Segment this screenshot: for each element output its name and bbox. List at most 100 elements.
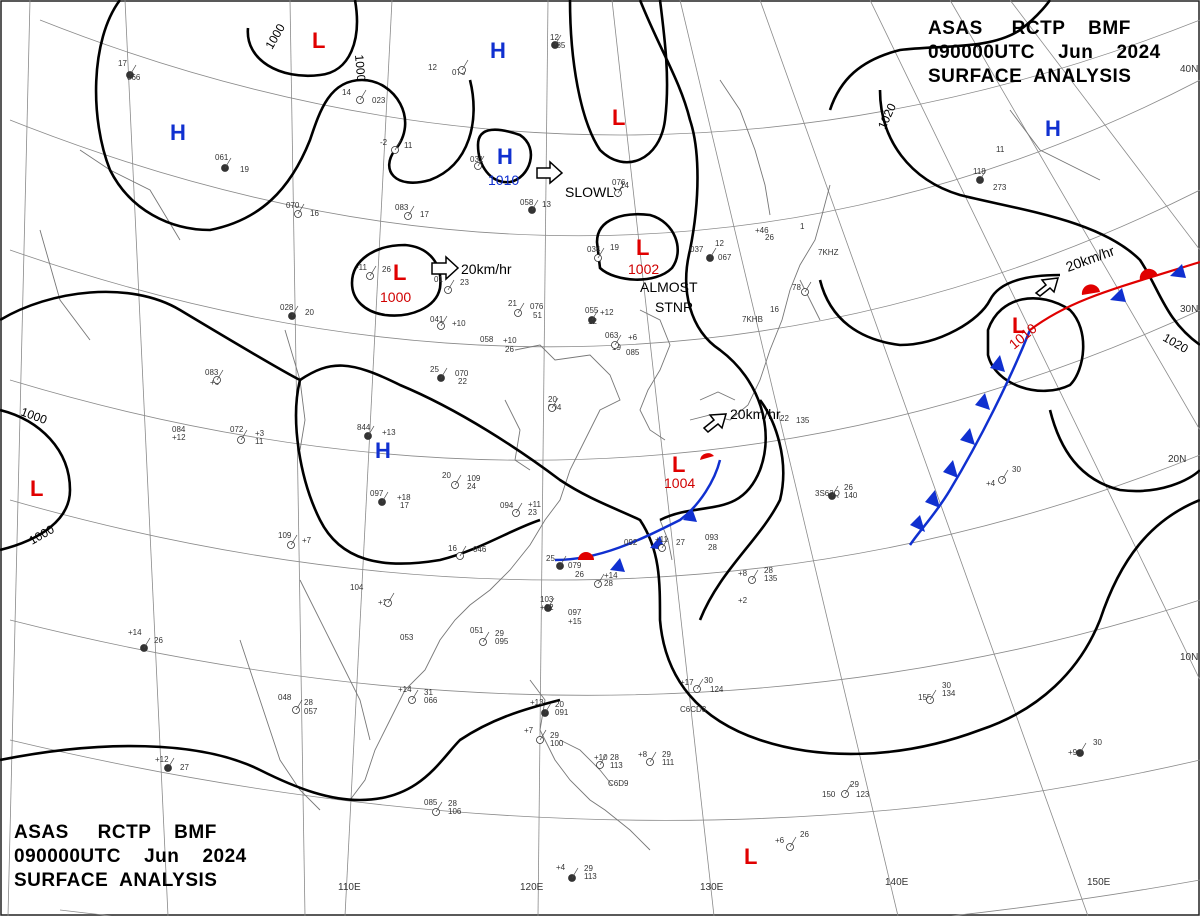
low-marker: L xyxy=(312,28,325,53)
china-inner xyxy=(284,329,306,451)
header-bottom-line1: ASAS RCTP BMF xyxy=(14,822,217,843)
station-obs-text: -2 xyxy=(380,138,388,147)
station-obs-text: 055 xyxy=(585,306,599,315)
parallel-30n xyxy=(9,189,1200,348)
mongolia xyxy=(79,149,181,241)
wind-barb xyxy=(979,169,987,181)
station-obs-text: 7KHB xyxy=(742,315,763,324)
longitude-label: 110E xyxy=(338,882,361,893)
station-obs-text: 29 xyxy=(662,750,671,759)
warm-front-east-bump-1 xyxy=(1081,284,1100,295)
station-obs-text: 072 xyxy=(230,425,244,434)
cold-tooth-e1 xyxy=(990,355,1005,372)
station-obs-text: 118 xyxy=(973,167,986,176)
station-obs-text: 063 xyxy=(605,331,619,340)
station-obs-text: 25 xyxy=(430,365,439,374)
wind-barb xyxy=(129,64,137,76)
station-obs-text: +6 xyxy=(775,836,785,845)
wind-barb xyxy=(440,367,448,379)
station-obs-text: 844 xyxy=(357,423,371,432)
meridian-120e xyxy=(537,0,549,916)
station-obs-text: 079 xyxy=(568,561,582,570)
cold-tooth-e5 xyxy=(925,490,940,508)
station-obs-text: 20 xyxy=(442,471,451,480)
high-pressure-value: 1010 xyxy=(488,172,519,188)
pressure-centers: L L L 1000 L 1002 L 1004 L 1010 L L H H … xyxy=(30,28,1061,869)
station-obs-text: 12 xyxy=(550,33,559,42)
philippines-2 xyxy=(559,739,613,786)
station-obs-text: +46 xyxy=(755,226,769,235)
station-obs-text: 11 xyxy=(404,141,413,150)
wind-barb xyxy=(240,429,248,441)
wind-barb xyxy=(435,801,443,813)
station-obs-text: 113 xyxy=(610,761,623,770)
wind-barb xyxy=(1079,742,1087,754)
station-obs-text: 046 xyxy=(473,545,487,554)
station-obs-text: 29 xyxy=(550,731,559,740)
station-obs-text: 150 xyxy=(822,790,836,799)
wind-barb xyxy=(696,678,704,690)
isobars xyxy=(0,0,1200,802)
central-asia xyxy=(39,229,91,341)
station-obs-text: 273 xyxy=(993,183,1007,192)
station-obs-text: 27 xyxy=(676,538,685,547)
station-obs-text: 78 xyxy=(792,283,801,292)
isobar-low-1010 xyxy=(986,297,1085,393)
isobar-label-1: 1000 xyxy=(262,21,288,51)
low-marker: L xyxy=(636,235,649,260)
parallel-0 xyxy=(59,879,1200,916)
station-obs-text: 103 xyxy=(540,595,554,604)
station-obs-text: 034 xyxy=(587,245,601,254)
wind-barb xyxy=(517,302,525,314)
station-obs-text: 023 xyxy=(372,96,386,105)
station-obs-text: 28 xyxy=(604,579,613,588)
station-obs-text: 085 xyxy=(424,798,438,807)
china-bay xyxy=(504,399,531,471)
wind-barb xyxy=(929,689,937,701)
station-obs-text: 028 xyxy=(280,303,294,312)
isobar-north-low xyxy=(246,0,359,78)
warm-front-bump-1 xyxy=(578,552,594,560)
motion-label: SLOWLY xyxy=(565,184,623,200)
station-obs-text: +18 xyxy=(397,493,411,502)
wind-barb xyxy=(440,315,448,327)
motion-label: 20km/hr xyxy=(461,261,512,277)
station-obs-text: +7 xyxy=(524,726,534,735)
isobar-label-5: 1020 xyxy=(875,101,899,131)
station-obs-text: 066 xyxy=(424,696,438,705)
taiwan xyxy=(659,519,673,561)
high-marker: H xyxy=(375,438,391,463)
cold-front-tooth-3 xyxy=(683,508,697,522)
graticule xyxy=(7,0,1200,916)
meridian-105e xyxy=(289,0,306,916)
station-obs-text: +10 xyxy=(594,753,608,762)
isobar-north-ridge xyxy=(94,0,475,232)
arrow-20kmhr-2 xyxy=(702,413,728,434)
station-obs-text: 070 xyxy=(455,369,469,378)
isobar-high-closed xyxy=(476,128,533,184)
station-obs-text: 28 xyxy=(304,698,313,707)
wind-barb xyxy=(591,309,599,321)
wind-barb xyxy=(649,751,657,763)
station-obs-text: 057 xyxy=(304,707,318,716)
wind-barb xyxy=(559,555,567,567)
station-obs-text: 066 xyxy=(127,73,141,82)
station-obs-text: 097 xyxy=(370,489,384,498)
parallel-20n xyxy=(9,454,1200,581)
station-obs-text: 23 xyxy=(528,508,537,517)
isobar-1020 xyxy=(878,89,1200,347)
china-coast xyxy=(349,344,621,801)
station-obs-text: +10 xyxy=(452,319,466,328)
high-marker: H xyxy=(1045,116,1061,141)
wind-barb xyxy=(614,334,622,346)
station-obs-text: 16 xyxy=(770,305,779,314)
wind-barb xyxy=(789,836,797,848)
station-obs-text: 134 xyxy=(942,689,956,698)
station-obs-text: 14 xyxy=(620,181,629,190)
isobar-south-jp xyxy=(698,399,785,621)
station-obs-text: +3 xyxy=(255,429,265,438)
wind-barb xyxy=(571,867,579,879)
philippines xyxy=(529,679,651,851)
station-observations: 17066140231207612085-2110310611907016083… xyxy=(118,33,1102,882)
